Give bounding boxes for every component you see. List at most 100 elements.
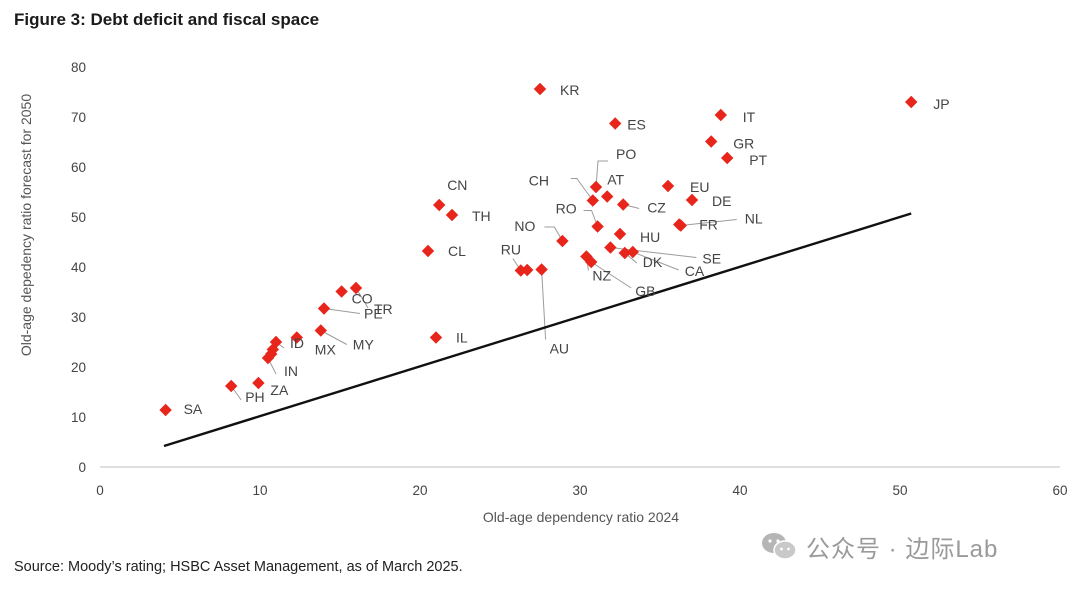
point-label-il: IL [456,330,468,346]
data-point-ro [591,220,604,233]
data-point-tr [349,281,363,295]
point-label-se: SE [702,251,721,267]
point-label-gb: GB [635,283,655,299]
y-tick-label: 60 [71,160,86,175]
data-point-co [335,285,348,298]
point-label-nz: NZ [592,268,611,284]
y-axis-title: Old-age depedency ratio forecast for 205… [18,94,34,356]
data-point-dk [618,246,631,260]
data-point-th [445,208,459,222]
wechat-icon [762,533,797,560]
data-point-at [601,190,614,203]
x-tick-label: 10 [252,483,267,498]
y-tick-label: 40 [71,260,86,275]
data-point-ch [586,194,599,207]
x-axis-title: Old-age dependency ratio 2024 [483,509,679,525]
point-label-it: IT [743,109,756,125]
point-label-ch: CH [529,173,549,189]
leader-line-ca [632,251,679,271]
point-label-eu: EU [690,179,709,195]
data-point-id [269,335,283,349]
data-point-hu [613,227,627,241]
data-point-eu [661,179,675,193]
source-note: Source: Moody’s rating; HSBC Asset Manag… [14,559,463,575]
data-points [159,82,918,417]
data-point-de [685,193,699,207]
label-leader-lines [230,160,737,401]
point-label-gr: GR [733,136,754,152]
point-label-ph: PH [245,389,264,405]
data-point-mx [290,331,303,344]
point-label-no: NO [514,218,535,234]
point-label-mx: MX [315,342,337,358]
data-point-it [714,108,727,122]
data-point-kr [533,82,547,96]
point-label-za: ZA [270,382,289,398]
data-point-pt [721,151,734,165]
y-tick-label: 10 [71,410,86,425]
data-point-gr [705,135,718,148]
leader-line-ch [570,178,594,201]
point-label-ro: RO [556,201,577,217]
data-point-ru [514,264,527,277]
data-point-es [609,117,622,130]
data-point-sa [159,403,172,417]
reference-line-group [163,212,912,448]
y-tick-label: 0 [78,460,86,475]
point-label-fr: FR [699,217,718,233]
leader-line-no [544,226,563,242]
x-tick-labels: 0 10 20 30 40 50 60 [96,483,1067,498]
point-label-cz: CZ [647,200,666,216]
data-point-il [429,331,443,344]
point-label-co: CO [352,291,373,307]
point-label-th: TH [472,208,491,224]
point-label-es: ES [627,117,646,133]
data-point-cn [433,198,446,212]
data-point-gb [585,255,598,269]
point-label-in: IN [284,363,298,379]
y-tick-label: 30 [71,310,86,325]
data-point-au [535,263,548,276]
x-tick-label: 40 [732,483,747,498]
y-tick-labels: 0 10 20 30 40 50 60 70 80 [71,60,86,475]
data-point-no [556,234,569,248]
data-point-cz [617,198,630,211]
point-label-tr: TR [374,301,393,317]
point-label-my: MY [353,337,375,353]
point-label-pt: PT [749,152,767,168]
point-label-cl: CL [448,243,466,259]
point-label-at: AT [607,172,624,188]
y-tick-label: 20 [71,360,86,375]
leader-line-gb [590,261,632,289]
y-tick-label: 50 [71,210,86,225]
data-point-po [589,180,603,194]
point-label-au: AU [550,341,569,357]
leader-line-my [320,330,348,345]
point-label-jp: JP [933,96,949,112]
point-label-kr: KR [560,82,579,98]
y-tick-label: 80 [71,60,86,75]
x-tick-label: 0 [96,483,104,498]
leader-line-pe [323,308,361,314]
leader-line-nl [680,219,737,226]
watermark: 公众号 · 边际Lab [760,528,998,564]
reference-line [163,212,912,448]
x-tick-label: 60 [1052,483,1067,498]
point-label-nl: NL [745,211,763,227]
leader-line-ro [583,210,599,227]
watermark-text: 公众号 · 边际Lab [806,535,999,563]
point-label-pe: PE [364,306,383,322]
point-label-sa: SA [184,401,203,417]
point-label-dk: DK [643,254,663,270]
data-point-se [604,241,617,254]
data-point-pe [317,302,331,315]
data-point-ph [225,379,238,393]
point-label-id: ID [290,335,304,351]
point-label-cn: CN [447,177,467,193]
data-point-cl [421,244,435,258]
data-point-nl [674,219,687,232]
point-label-ca: CA [685,263,705,279]
data-point-za [252,376,265,390]
point-label-de: DE [712,193,731,209]
